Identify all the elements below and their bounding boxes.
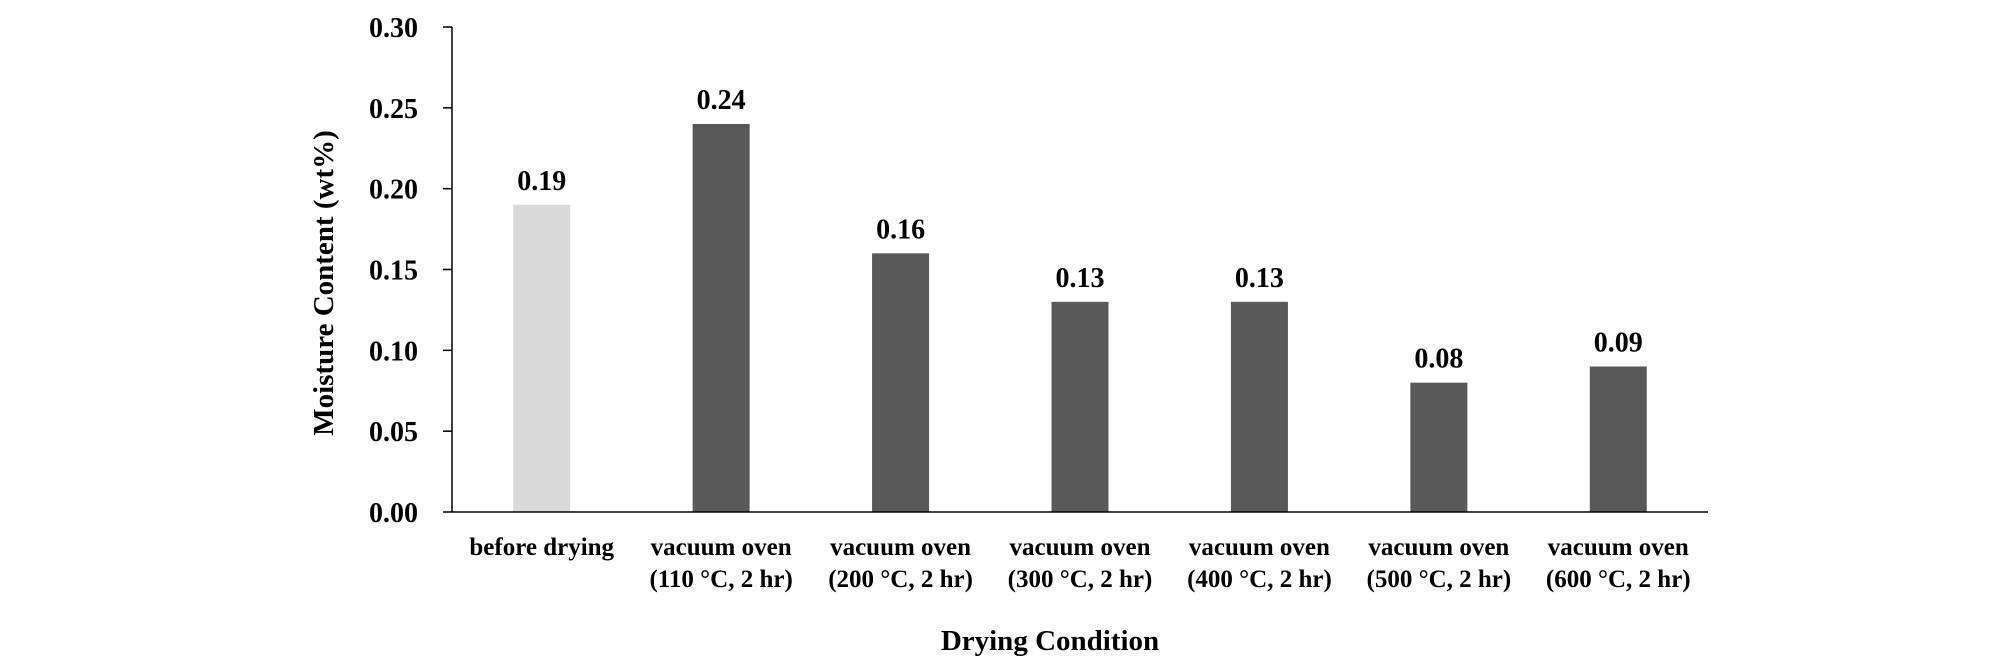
y-tick-label: 0.05 — [369, 417, 418, 448]
category-label: before drying — [469, 534, 614, 561]
bar — [872, 253, 930, 513]
category-label: (200 °C, 2 hr) — [828, 566, 973, 593]
data-label: 0.13 — [1235, 263, 1284, 294]
category-label: vacuum oven — [830, 534, 971, 561]
data-labels: 0.19 0.24 0.16 0.13 0.13 0.08 0.09 — [517, 85, 1643, 375]
data-label: 0.08 — [1414, 344, 1463, 375]
category-label: vacuum oven — [1010, 534, 1151, 561]
category-labels: before drying vacuum oven (110 °C, 2 hr) va… — [469, 534, 1690, 593]
category-label: (110 °C, 2 hr) — [649, 566, 792, 593]
y-tick-label: 0.20 — [369, 175, 418, 206]
category-label: (400 °C, 2 hr) — [1187, 566, 1332, 593]
y-tick-label: 0.30 — [369, 13, 418, 44]
category-label: vacuum oven — [651, 534, 792, 561]
bar — [1230, 301, 1288, 512]
data-label: 0.09 — [1594, 328, 1643, 359]
bar — [1410, 382, 1468, 512]
category-label: (500 °C, 2 hr) — [1367, 566, 1512, 593]
data-label: 0.16 — [876, 214, 925, 245]
y-tick-label: 0.15 — [369, 256, 418, 287]
bar — [1589, 366, 1647, 512]
y-tick-label: 0.10 — [369, 336, 418, 367]
y-axis-title: Moisture Content (wt%) — [308, 130, 340, 436]
y-tick-label: 0.25 — [369, 94, 418, 125]
bars — [513, 124, 1647, 513]
y-axis-ticks: 0.00 0.05 0.10 0.15 0.20 0.25 0.30 — [369, 13, 452, 529]
bar — [692, 124, 750, 512]
x-axis-title: Drying Condition — [941, 625, 1159, 657]
category-label: vacuum oven — [1189, 534, 1330, 561]
category-label: vacuum oven — [1368, 534, 1509, 561]
category-label: (600 °C, 2 hr) — [1546, 566, 1691, 593]
data-label: 0.13 — [1056, 263, 1105, 294]
y-tick-label: 0.00 — [369, 498, 418, 529]
category-label: vacuum oven — [1548, 534, 1689, 561]
data-label: 0.19 — [517, 166, 566, 197]
bar — [513, 204, 571, 513]
bar — [1051, 301, 1109, 512]
data-label: 0.24 — [697, 85, 746, 116]
category-label: (300 °C, 2 hr) — [1008, 566, 1153, 593]
